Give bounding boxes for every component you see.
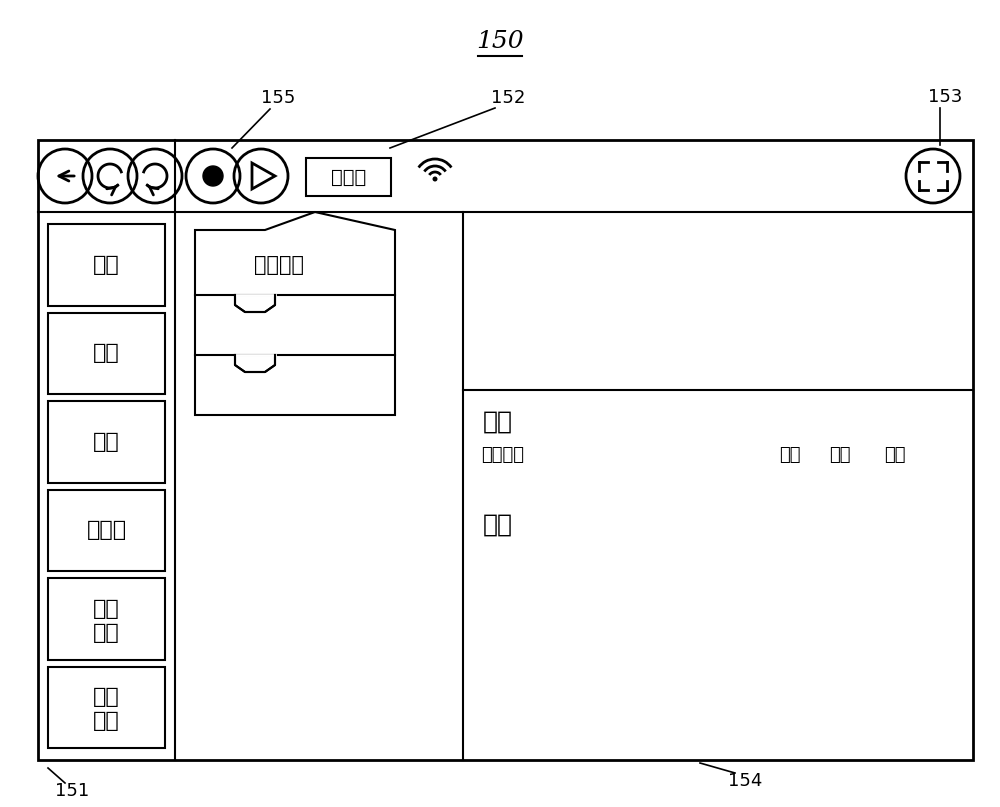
Text: 部件: 部件 (93, 623, 120, 642)
Text: 状态: 状态 (483, 410, 513, 434)
Text: 整机模式: 整机模式 (481, 446, 524, 464)
Text: 水弹枪: 水弹枪 (86, 521, 127, 540)
Text: 变量: 变量 (483, 513, 513, 537)
Text: 150: 150 (476, 31, 524, 53)
Text: 155: 155 (261, 89, 295, 107)
Text: 俧仰: 俧仰 (829, 446, 851, 464)
Text: 偏航: 偏航 (884, 446, 906, 464)
Bar (48, 490, 165, 571)
Bar (48, 401, 165, 483)
Bar (48, 667, 165, 748)
Bar (48, 312, 165, 394)
Text: 视觉: 视觉 (93, 688, 120, 707)
Text: 154: 154 (728, 772, 762, 790)
Circle shape (203, 166, 223, 186)
Text: 底盘: 底盘 (93, 255, 120, 274)
Text: 开始运行: 开始运行 (254, 255, 304, 275)
Text: 速度: 速度 (779, 446, 801, 464)
Text: 部件: 部件 (93, 711, 120, 731)
Text: 153: 153 (928, 88, 962, 106)
Text: 云台: 云台 (93, 432, 120, 452)
Text: 152: 152 (491, 89, 525, 107)
Circle shape (432, 177, 438, 182)
Bar (38, 140, 973, 760)
Text: 音效: 音效 (93, 599, 120, 619)
Text: 未同步: 未同步 (331, 168, 366, 186)
Bar (48, 224, 165, 306)
Bar (48, 578, 165, 659)
Bar (306, 158, 391, 196)
Text: 装甲: 装甲 (93, 343, 120, 363)
Text: 151: 151 (55, 782, 89, 800)
